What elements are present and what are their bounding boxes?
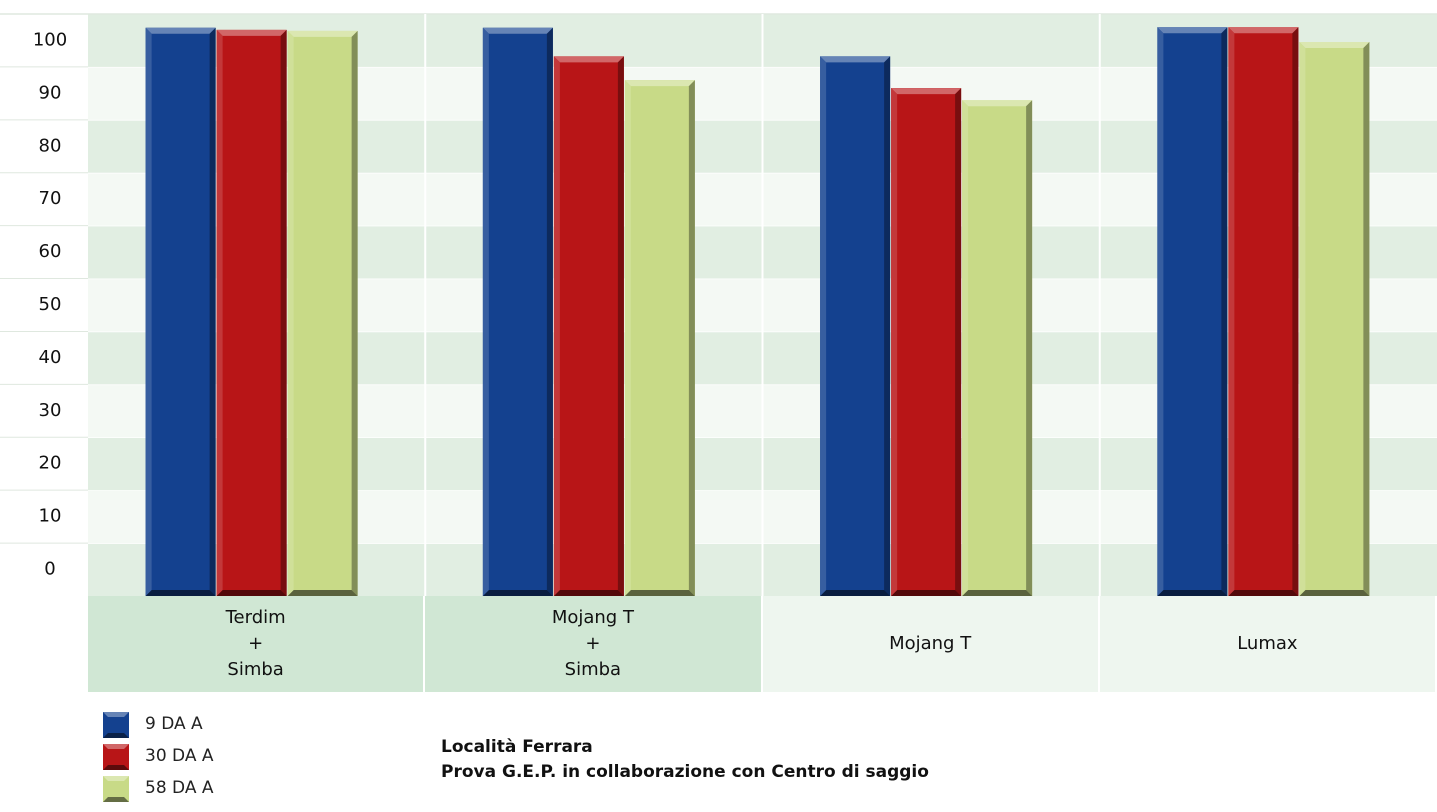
bar	[216, 29, 287, 596]
y-tick-label: 10	[39, 506, 62, 527]
y-tick-label: 80	[39, 135, 62, 156]
bar-bevel	[216, 590, 287, 596]
y-tick-label: 70	[39, 188, 62, 209]
bar	[962, 100, 1033, 596]
bar-bevel	[962, 100, 969, 596]
bar-bevel	[216, 29, 287, 36]
legend-bevel	[103, 797, 129, 802]
bar-bevel	[617, 56, 624, 597]
bar-bevel	[482, 590, 553, 596]
bar-bevel	[287, 30, 294, 596]
bar-bevel	[1228, 590, 1299, 596]
legend-bevel	[103, 733, 129, 738]
bar-bevel	[820, 56, 827, 597]
bar-bevel	[216, 29, 223, 596]
bar-bevel	[1299, 590, 1370, 596]
bar	[553, 56, 624, 597]
bar-bevel	[820, 56, 891, 63]
bar-bevel	[1299, 42, 1370, 49]
y-tick-label: 60	[39, 241, 62, 262]
legend-bevel	[103, 765, 129, 770]
bar-bevel	[962, 100, 1033, 107]
bar-bevel	[287, 590, 358, 596]
bar-bevel	[1026, 100, 1033, 596]
bar	[1228, 27, 1299, 596]
bar-bevel	[624, 590, 695, 596]
y-tick-label: 100	[33, 29, 67, 50]
label-column	[0, 14, 88, 596]
bar-bevel	[891, 88, 962, 95]
bar-bevel	[1157, 27, 1228, 34]
bar-bevel	[688, 80, 695, 597]
bar-bevel	[884, 56, 891, 597]
bar-bevel	[209, 27, 216, 597]
bar	[624, 80, 695, 597]
legend-bevel	[103, 712, 129, 717]
bar-bevel	[280, 29, 287, 596]
x-tick-label: Terdim + Simba	[88, 596, 424, 692]
bar-bevel	[624, 80, 695, 87]
bar	[287, 30, 358, 596]
bar-bevel	[1157, 27, 1164, 596]
bar-bevel	[482, 27, 489, 597]
bar-bevel	[1363, 42, 1370, 597]
bar-bevel	[891, 88, 898, 597]
bar-bevel	[145, 590, 216, 596]
bar-bevel	[145, 27, 152, 597]
y-tick-label: 40	[39, 347, 62, 368]
bar	[820, 56, 891, 597]
bar-bevel	[351, 30, 358, 596]
bar-bevel	[1228, 27, 1299, 34]
x-tick-label: Mojang T + Simba	[425, 596, 761, 692]
bar-bevel	[1221, 27, 1228, 596]
annotation: Prova G.E.P. in collaborazione con Centr…	[441, 762, 929, 782]
bar-bevel	[482, 27, 553, 34]
bar-bevel	[1157, 590, 1228, 596]
bar-bevel	[955, 88, 962, 597]
bar	[1299, 42, 1370, 597]
bar-bevel	[891, 590, 962, 596]
y-tick-label: 30	[39, 400, 62, 421]
bar	[482, 27, 553, 597]
bar-bevel	[962, 590, 1033, 596]
bar	[145, 27, 216, 597]
legend-label: 58 DA A	[145, 778, 214, 798]
bar-bevel	[820, 590, 891, 596]
bar-bevel	[1228, 27, 1235, 596]
bar-bevel	[287, 30, 358, 37]
bar-bevel	[145, 27, 216, 34]
legend-bevel	[103, 744, 129, 749]
y-tick-label: 20	[39, 453, 62, 474]
bar	[891, 88, 962, 596]
bar-bevel	[553, 56, 624, 63]
bar-bevel	[1299, 42, 1306, 597]
legend-label: 9 DA A	[145, 714, 203, 734]
y-tick-label: 50	[39, 294, 62, 315]
bar-bevel	[624, 80, 631, 597]
y-tick-label: 0	[44, 559, 55, 580]
bar-bevel	[553, 56, 560, 597]
legend-label: 30 DA A	[145, 746, 214, 766]
y-tick-label: 90	[39, 82, 62, 103]
legend-bevel	[103, 776, 129, 781]
annotation: Località Ferrara	[441, 737, 593, 757]
x-tick-label: Lumax	[1099, 596, 1435, 692]
x-tick-label: Mojang T	[762, 596, 1098, 692]
bar-bevel	[546, 27, 553, 597]
bar-bevel	[1292, 27, 1299, 596]
bar-bevel	[553, 590, 624, 596]
bar	[1157, 27, 1228, 596]
